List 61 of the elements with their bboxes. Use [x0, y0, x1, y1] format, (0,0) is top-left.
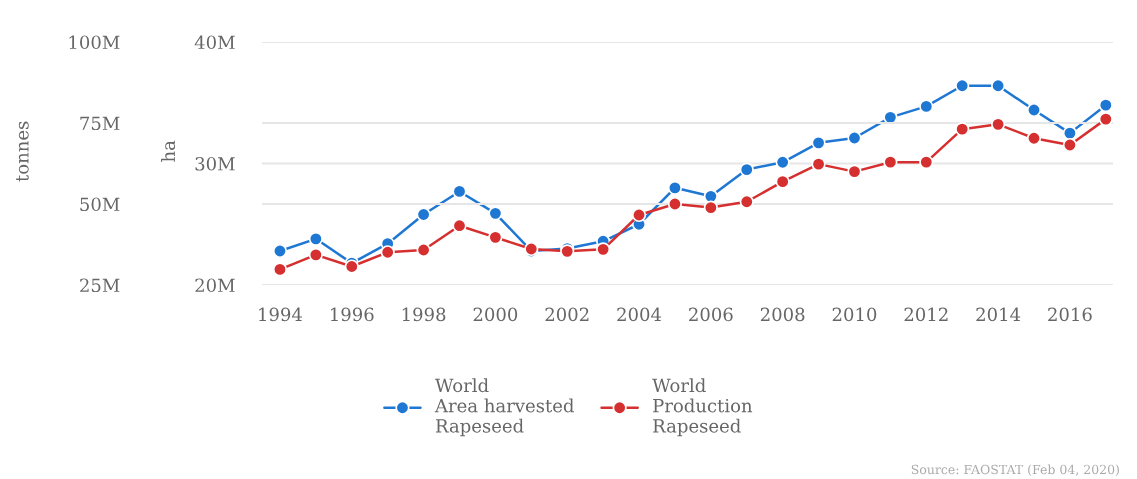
point	[1062, 126, 1077, 141]
point	[452, 218, 467, 233]
x-tick-label: 1998	[402, 307, 446, 322]
point	[1098, 112, 1113, 127]
point	[847, 130, 862, 146]
x-tick-label: 2008	[760, 307, 805, 322]
point	[991, 117, 1006, 132]
point	[775, 174, 790, 189]
x-tick-label: 2006	[689, 307, 733, 322]
point	[1026, 102, 1042, 118]
point	[596, 242, 611, 257]
point	[416, 242, 431, 258]
point	[1062, 137, 1077, 153]
x-tick-label: 2002	[545, 307, 589, 322]
y2-tick-label: 75M	[80, 116, 120, 131]
point	[883, 155, 898, 170]
point	[955, 122, 970, 137]
source-note: Source: FAOSTAT (Feb 04, 2020)	[911, 464, 1119, 476]
y2-axis-title: tonnes	[16, 121, 29, 182]
x-tick-label: 2016	[1048, 307, 1092, 322]
y-tick-label: 30M	[195, 156, 235, 171]
point	[272, 262, 288, 277]
point	[811, 135, 826, 150]
x-tick-label: 2014	[976, 307, 1021, 322]
x-tick-label: 1994	[259, 307, 303, 322]
point	[847, 164, 862, 179]
point	[631, 207, 647, 223]
y-tick-label: 40M	[194, 35, 235, 50]
point	[955, 78, 970, 93]
point	[452, 184, 467, 199]
x-tick-label: 1996	[331, 307, 374, 322]
point	[667, 180, 683, 195]
y-axis-title: ha	[161, 140, 176, 162]
legend-label: World Production Rapeseed	[652, 378, 753, 437]
point	[991, 78, 1006, 93]
y2-tick-label: 25M	[80, 278, 120, 293]
point	[1026, 131, 1042, 146]
point	[1098, 98, 1113, 113]
x-tick-label: 2000	[473, 307, 518, 322]
point	[380, 245, 395, 260]
point	[308, 231, 323, 246]
point	[739, 162, 754, 177]
point	[919, 99, 934, 114]
point	[416, 207, 431, 222]
y-tick-label: 20M	[195, 278, 235, 293]
x-tick-label: 2010	[832, 307, 877, 322]
point	[308, 247, 323, 262]
point	[703, 200, 718, 215]
point	[667, 196, 683, 212]
point	[739, 194, 754, 209]
point	[488, 206, 503, 221]
x-tick-label: 2004	[617, 307, 662, 322]
point	[811, 157, 826, 172]
legend-label: World Area harvested Rapeseed	[434, 378, 574, 437]
point	[272, 243, 288, 259]
x-tick-label: 2012	[904, 307, 948, 322]
point	[488, 230, 503, 245]
y2-tick-label: 100M	[69, 35, 120, 50]
point	[775, 155, 790, 170]
y2-tick-label: 50M	[80, 197, 120, 212]
point	[919, 155, 934, 170]
